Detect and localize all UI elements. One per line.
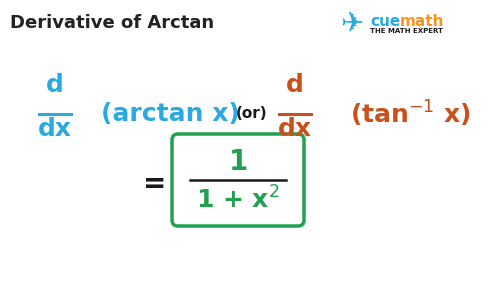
Text: d: d	[46, 73, 64, 97]
Text: 1: 1	[229, 148, 248, 176]
FancyBboxPatch shape	[172, 134, 304, 226]
Text: (arctan x): (arctan x)	[100, 102, 240, 126]
Text: math: math	[400, 14, 444, 29]
Text: cue: cue	[370, 14, 400, 29]
Text: d: d	[286, 73, 304, 97]
Text: 1 + x$^2$: 1 + x$^2$	[196, 186, 280, 214]
Text: ✈: ✈	[340, 10, 363, 38]
Text: Derivative of Arctan: Derivative of Arctan	[10, 14, 214, 32]
Text: dx: dx	[38, 117, 72, 141]
Text: (or): (or)	[236, 107, 268, 121]
Text: =: =	[143, 170, 166, 198]
Text: THE MATH EXPERT: THE MATH EXPERT	[370, 28, 443, 34]
Text: dx: dx	[278, 117, 312, 141]
Text: (tan$^{-1}$ x): (tan$^{-1}$ x)	[349, 99, 471, 129]
